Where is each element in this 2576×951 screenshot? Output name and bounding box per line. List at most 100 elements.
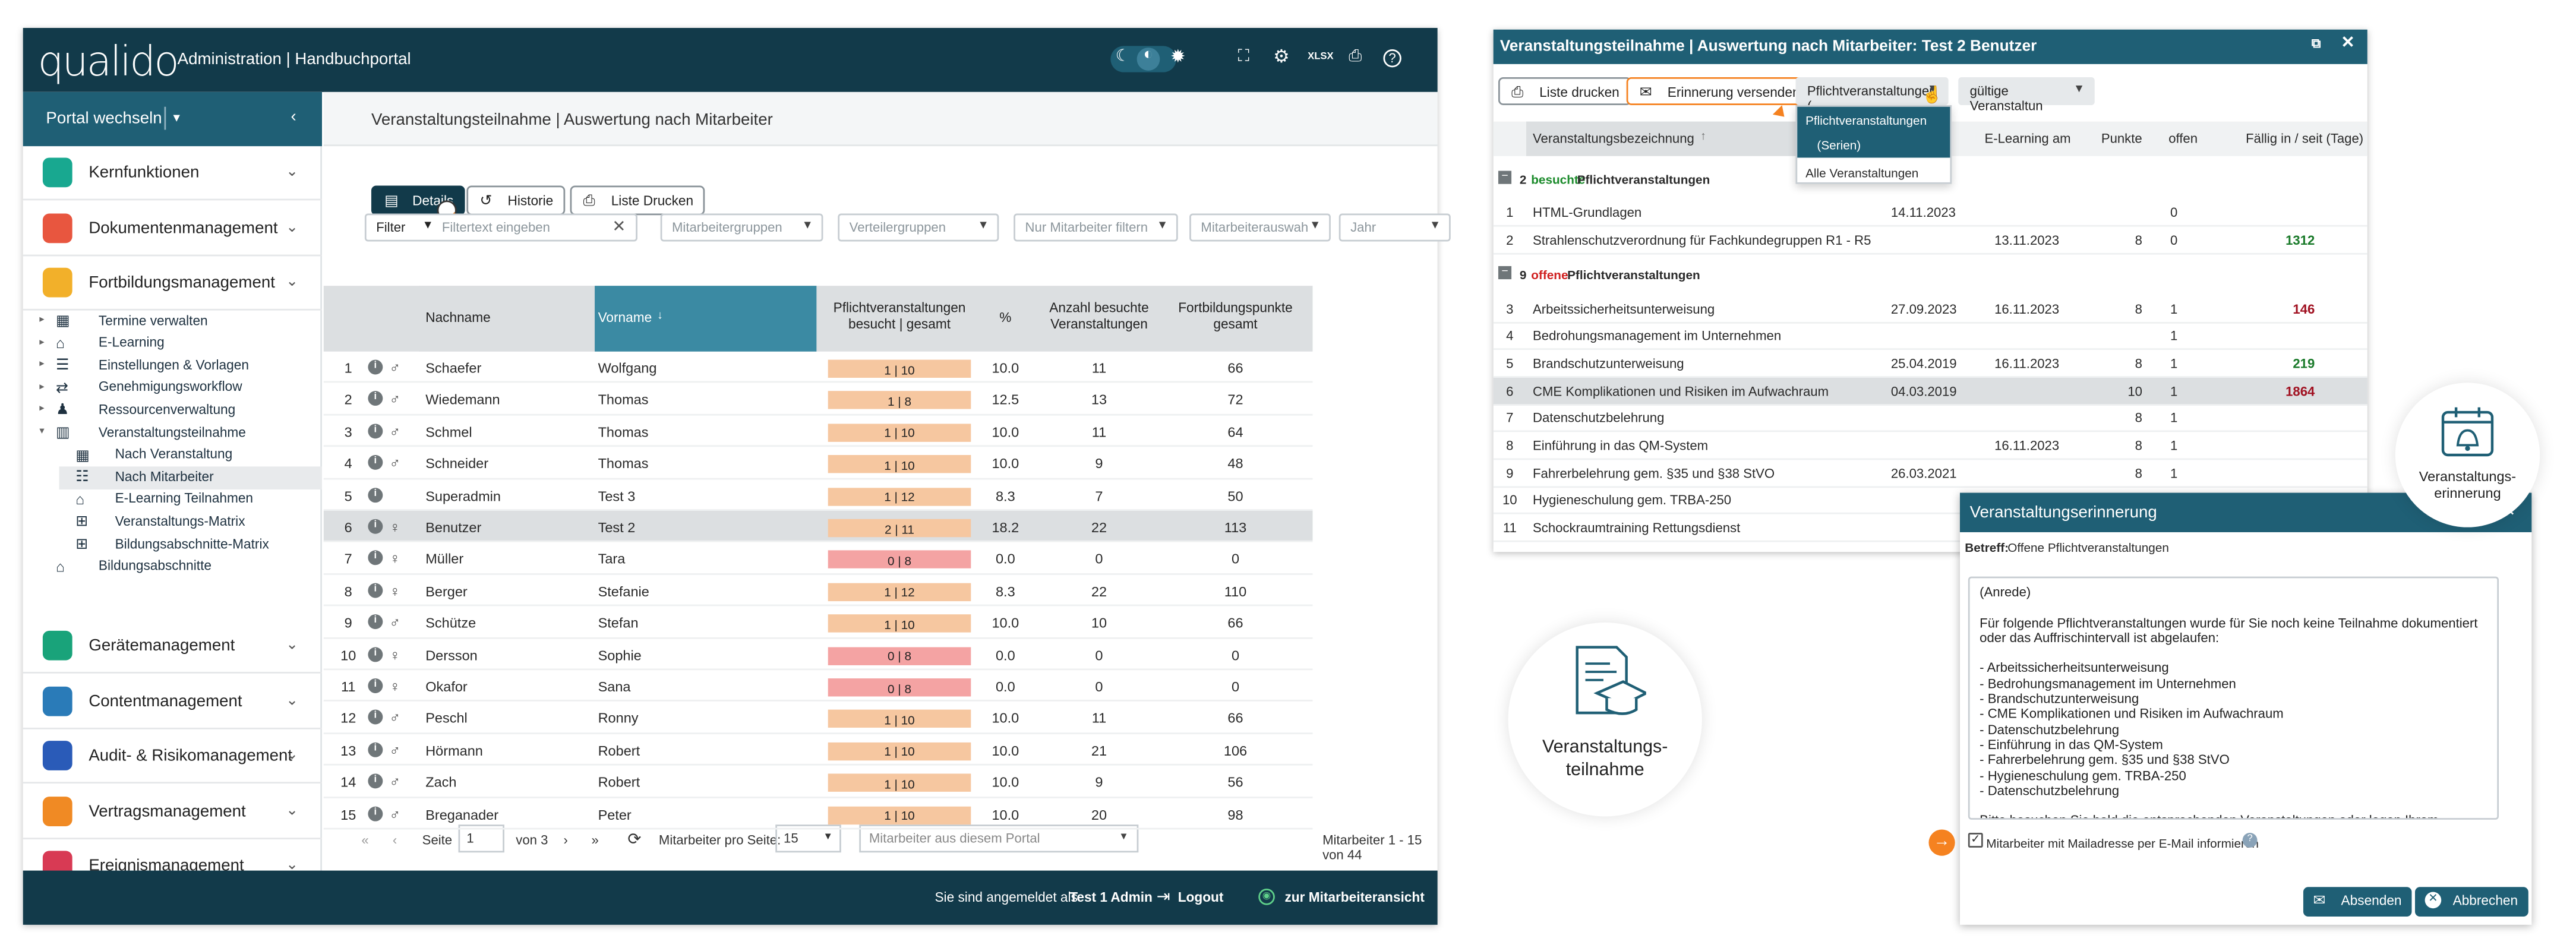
caret-down-icon[interactable]: ▼ <box>422 220 434 232</box>
info-icon[interactable]: i <box>368 742 383 757</box>
chevron-right-icon[interactable]: ▸ <box>39 315 45 326</box>
info-icon[interactable]: i <box>368 423 383 438</box>
logout-link[interactable]: Logout <box>1177 890 1224 905</box>
col-punkte[interactable]: Punkte <box>2101 131 2142 147</box>
col-anzahl[interactable]: Anzahl besuchte Veranstaltungen <box>1049 301 1149 332</box>
chevron-right-icon[interactable]: ▸ <box>39 382 45 393</box>
jahr-select[interactable]: Jahr ▼ <box>1338 213 1451 242</box>
table-row[interactable]: 15 i ♂ Breganader Peter 1 | 10 10.0 20 98 <box>323 798 1313 830</box>
info-icon[interactable]: i <box>368 487 383 503</box>
table-row[interactable]: 14 i ♂ Zach Robert 1 | 10 10.0 9 56 <box>323 766 1313 798</box>
email-checkbox[interactable]: ✓ <box>1968 833 1983 848</box>
table-row[interactable]: 7 i ♀ Müller Tara 0 | 8 0.0 0 0 <box>323 543 1313 575</box>
pflicht-select[interactable]: Pflichtveranstaltungen (▼ <box>1795 77 1949 113</box>
table-row[interactable]: 8 i ♀ Berger Stefanie 1 | 12 8.3 22 110 <box>323 574 1313 606</box>
group-besuchte[interactable]: − 2 besuchte Pflichtveranstaltungen <box>1494 169 2367 192</box>
info-icon[interactable]: ? <box>2242 833 2258 848</box>
sidebar-subitem-3[interactable]: ⊞ Veranstaltungs-Matrix <box>59 511 322 533</box>
contrast-icon[interactable]: ◐ <box>1137 47 1160 71</box>
sidebar-item-2[interactable]: ▸ ☰ Einstellungen & Vorlagen <box>39 355 322 377</box>
abbrechen-button[interactable]: ✕ Abbrechen <box>2414 887 2528 917</box>
liste-drucken-button[interactable]: ⎙ Liste drucken <box>1498 77 1631 105</box>
employee-view-icon[interactable]: ◉ <box>1258 889 1275 905</box>
sort-desc-icon[interactable]: ↓ <box>657 310 663 322</box>
portal-switch-label[interactable]: Portal wechseln <box>46 110 162 128</box>
list-item[interactable]: 7 Datenschutzbelehrung 8 1 <box>1493 404 2367 432</box>
module-bottom-0[interactable]: Gerätemanagement ⌄ <box>23 620 322 674</box>
filter-input[interactable]: Filtertext eingeben <box>441 220 550 235</box>
module-0[interactable]: Kernfunktionen ⌄ <box>23 146 322 201</box>
sidebar-item-1[interactable]: ▸ ⌂ E-Learning <box>39 333 322 355</box>
table-row[interactable]: 3 i ♂ Schmel Thomas 1 | 10 10.0 11 64 <box>323 415 1313 447</box>
chevron-down-icon[interactable]: ⌄ <box>286 745 299 763</box>
option-alle[interactable]: Alle Veranstaltungen <box>1805 166 1919 181</box>
col-pflicht[interactable]: Pflichtveranstaltungen besucht | gesamt <box>833 301 966 332</box>
first-page-icon[interactable]: « <box>361 833 369 848</box>
filter-label[interactable]: Filter <box>376 220 406 235</box>
col-faellig[interactable]: Fällig in / seit (Tage) <box>2246 131 2364 147</box>
info-icon[interactable]: i <box>368 359 383 375</box>
module-bottom-1[interactable]: Contentmanagement ⌄ <box>23 674 322 729</box>
chevron-down-icon[interactable]: ⌄ <box>286 162 299 179</box>
liste-drucken-button[interactable]: ⎙ Liste Drucken <box>570 185 705 216</box>
chevron-right-icon[interactable]: ▸ <box>39 337 45 348</box>
sidebar-item-3[interactable]: ▸ ⇄ Genehmigungsworkflow <box>39 377 322 399</box>
chevron-down-icon[interactable]: ⌄ <box>286 801 299 817</box>
per-page-select[interactable]: 15 ▼ <box>775 824 841 853</box>
list-item[interactable]: 5 Brandschutzunterweisung 25.04.2019 16.11.… <box>1493 350 2367 378</box>
info-icon[interactable]: i <box>368 551 383 566</box>
moon-icon[interactable]: ☾ <box>1115 48 1131 66</box>
chevron-down-icon[interactable]: ⌄ <box>286 273 299 289</box>
mitarbeitergruppen-select[interactable]: Mitarbeitergruppen ▼ <box>660 213 823 242</box>
col-elearning[interactable]: E-Learning am <box>1984 131 2071 147</box>
sidebar-subitem-0[interactable]: ▦ Nach Veranstaltung <box>59 444 322 466</box>
info-icon[interactable]: i <box>368 583 383 598</box>
chevron-down-icon[interactable]: ⌄ <box>286 217 299 235</box>
collapse-group-icon[interactable]: − <box>1498 170 1512 184</box>
close-icon[interactable]: ✕ <box>2341 34 2355 53</box>
chevron-right-icon[interactable]: ▾ <box>39 426 45 437</box>
list-item[interactable]: 6 CME Komplikationen und Risiken im Aufwa… <box>1493 378 2367 406</box>
col-percent[interactable]: % <box>999 310 1012 326</box>
col-bezeichnung[interactable]: Veranstaltungsbezeichnung <box>1533 131 1694 147</box>
col-nachname[interactable]: Nachname <box>425 310 491 326</box>
table-row[interactable]: 6 i ♀ Benutzer Test 2 2 | 11 18.2 22 113 <box>323 511 1313 543</box>
help-icon[interactable]: ? <box>1383 49 1401 68</box>
sidebar-subitem-2[interactable]: ⌂ E-Learning Teilnahmen <box>59 489 322 511</box>
info-icon[interactable]: i <box>368 455 383 470</box>
info-icon[interactable]: i <box>368 391 383 407</box>
list-item[interactable]: 10 Hygieneschulung gem. TRBA-250 <box>1493 486 2367 514</box>
table-row[interactable]: 4 i ♂ Schneider Thomas 1 | 10 10.0 9 48 <box>323 447 1313 479</box>
logout-icon[interactable]: ⇥ <box>1156 889 1170 907</box>
xlsx-export-icon[interactable]: XLSX <box>1308 52 1334 63</box>
portal-switch[interactable]: Portal wechseln ▼ ‹ <box>23 91 322 147</box>
chevron-down-icon[interactable]: ⌄ <box>286 855 299 873</box>
absenden-button[interactable]: ✉ Absenden <box>2303 887 2412 917</box>
sidebar-subitem-1[interactable]: ☷ Nach Mitarbeiter <box>59 466 322 489</box>
sun-icon[interactable]: ✹ <box>1170 48 1186 68</box>
list-item[interactable]: 9 Fahrerbelehrung gem. §35 und §38 StVO 26… <box>1493 460 2367 488</box>
info-icon[interactable]: i <box>368 805 383 821</box>
module-bottom-2[interactable]: Audit- & Risikomanagement ⌄ <box>23 729 322 784</box>
popout-icon[interactable]: ⧉ <box>2311 36 2321 51</box>
sidebar-item-0[interactable]: ▸ ▦ Termine verwalten <box>39 311 322 333</box>
table-row[interactable]: 1 i ♂ Schaefer Wolfgang 1 | 10 10.0 11 66 <box>323 352 1313 384</box>
chevron-right-icon[interactable]: ▸ <box>39 360 45 370</box>
table-row[interactable]: 5 i Superadmin Test 3 1 | 12 8.3 7 50 <box>323 479 1313 511</box>
sidebar-item-bildungsabschnitte[interactable]: ⌂ Bildungsabschnitte <box>39 556 322 578</box>
info-icon[interactable]: i <box>368 773 383 789</box>
list-item[interactable]: 3 Arbeitssicherheitsunterweisung 27.09.202… <box>1493 296 2367 324</box>
table-row[interactable]: 10 i ♀ Dersson Sophie 0 | 8 0.0 0 0 <box>323 639 1313 671</box>
page-input[interactable]: 1 <box>458 824 504 853</box>
mail-body-textarea[interactable]: (Anrede) Für folgende Pflichtveranstaltun… <box>1968 576 2499 820</box>
chevron-down-icon[interactable]: ⌄ <box>286 636 299 652</box>
sidebar-subitem-4[interactable]: ⊞ Bildungsabschnitte-Matrix <box>59 534 322 556</box>
chevron-right-icon[interactable]: ▸ <box>39 405 45 415</box>
nur-mitarbeiter-select[interactable]: Nur Mitarbeiter filtern ▼ <box>1014 213 1178 242</box>
list-item[interactable]: 4 Bedrohungsmanagement im Unternehmen 1 <box>1493 322 2367 350</box>
module-1[interactable]: Dokumentenmanagement ⌄ <box>23 201 322 256</box>
chevron-down-icon[interactable]: ⌄ <box>286 690 299 707</box>
caret-down-icon[interactable]: ▼ <box>171 113 182 125</box>
group-offene[interactable]: − 9 offene Pflichtveranstaltungen <box>1494 264 2367 287</box>
info-icon[interactable]: i <box>368 710 383 725</box>
